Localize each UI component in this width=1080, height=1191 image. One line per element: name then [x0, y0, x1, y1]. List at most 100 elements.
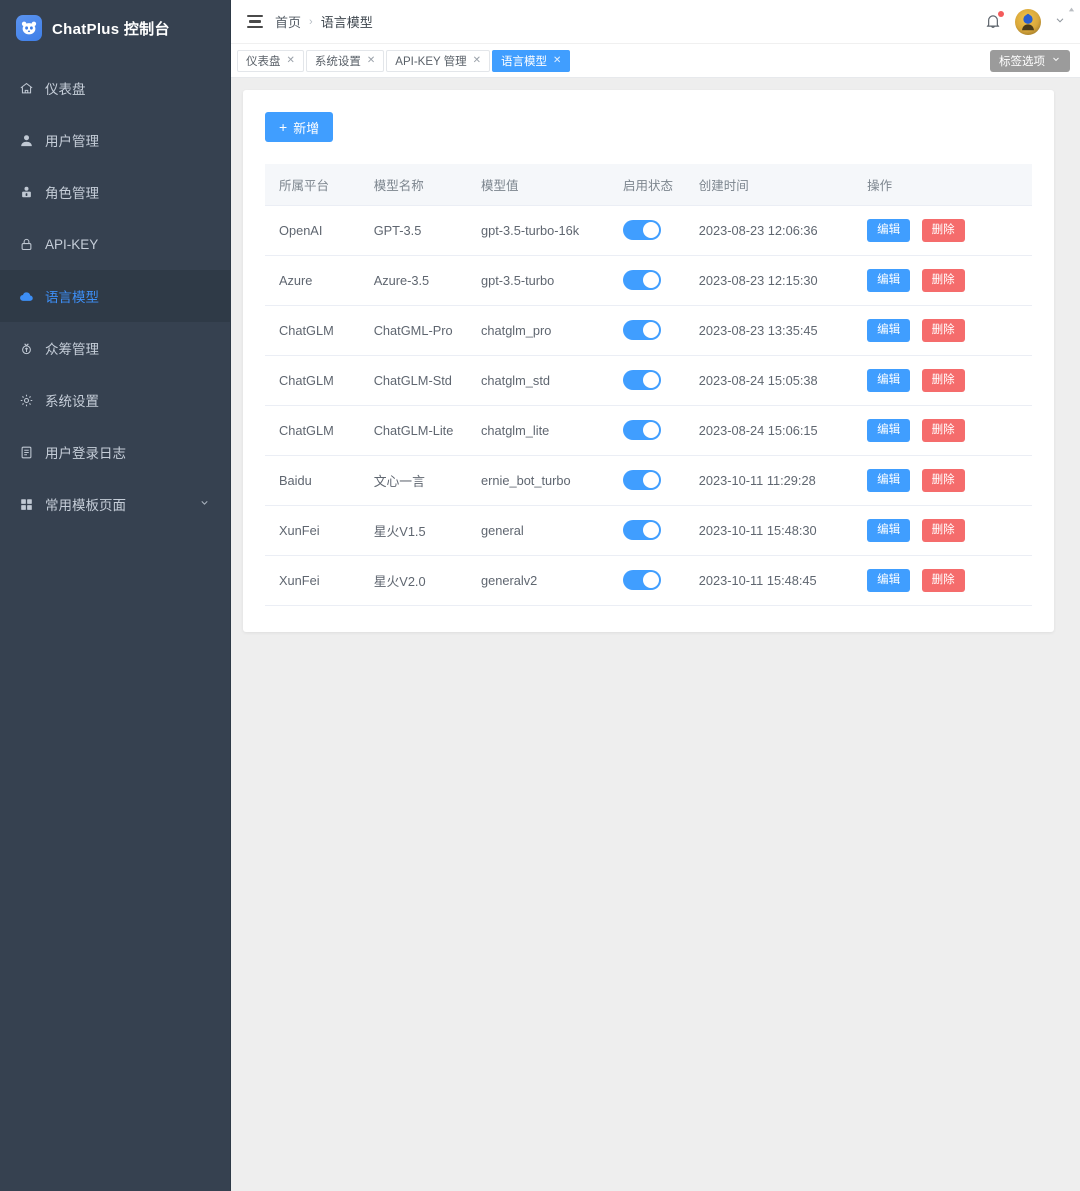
language-model-card: + 新增 所属平台 模型名称 模型值 启用状态 创建时间 操作	[243, 90, 1054, 632]
cell-platform: ChatGLM	[265, 305, 360, 356]
toggle-knob	[643, 372, 660, 389]
edit-button[interactable]: 编辑	[867, 318, 911, 342]
topbar: 首页 › 语言模型	[231, 0, 1080, 44]
tab-label: 仪表盘	[246, 55, 281, 68]
cell-created: 2023-10-11 15:48:30	[684, 505, 854, 556]
notification-dot	[998, 10, 1004, 17]
sidebar-menu: 仪表盘 用户管理 角色管理	[0, 62, 230, 530]
close-icon[interactable]: ✕	[286, 55, 295, 66]
edit-button[interactable]: 编辑	[867, 468, 911, 492]
tab-dashboard[interactable]: 仪表盘 ✕	[237, 49, 304, 72]
cell-platform: XunFei	[265, 555, 360, 606]
cell-enabled	[609, 455, 685, 506]
column-header-model-name: 模型名称	[359, 164, 467, 206]
table-row: Baidu 文心一言 ernie_bot_turbo 2023-10-11 11…	[265, 455, 1032, 506]
cell-created: 2023-08-24 15:05:38	[684, 355, 854, 406]
cell-model-value: chatglm_lite	[467, 405, 610, 456]
cell-platform: ChatGLM	[265, 405, 360, 456]
sidebar-item-crowdfunding[interactable]: 众筹管理	[0, 322, 230, 374]
delete-button[interactable]: 删除	[921, 518, 965, 542]
sidebar-item-users[interactable]: 用户管理	[0, 114, 230, 166]
delete-button[interactable]: 删除	[921, 318, 965, 342]
edit-button[interactable]: 编辑	[867, 518, 911, 542]
sidebar-item-label: 角色管理	[45, 186, 99, 201]
sidebar-item-dashboard[interactable]: 仪表盘	[0, 62, 230, 114]
table-row: OpenAI GPT-3.5 gpt-3.5-turbo-16k 2023-08…	[265, 205, 1032, 256]
enabled-toggle[interactable]	[623, 370, 662, 391]
enabled-toggle[interactable]	[623, 220, 662, 241]
close-icon[interactable]: ✕	[366, 55, 376, 66]
delete-button[interactable]: 删除	[921, 268, 965, 292]
table-row: ChatGLM ChatGLM-Lite chatglm_lite 2023-0…	[265, 405, 1032, 456]
hamburger-icon[interactable]	[247, 15, 263, 28]
sidebar-item-templates[interactable]: 常用模板页面	[0, 478, 230, 530]
avatar[interactable]	[1015, 8, 1041, 35]
scroll-up-arrow-icon[interactable]	[1066, 4, 1076, 14]
sidebar-item-label: API-KEY	[45, 236, 99, 252]
cell-actions: 编辑 删除	[853, 455, 1032, 506]
edit-button[interactable]: 编辑	[867, 418, 911, 442]
delete-button[interactable]: 删除	[921, 568, 965, 592]
sidebar: ChatPlus 控制台 仪表盘 用户管理	[0, 0, 231, 1191]
cell-actions: 编辑 删除	[853, 205, 1032, 256]
enabled-toggle[interactable]	[623, 570, 662, 591]
toggle-knob	[643, 522, 660, 539]
cell-model-value: ernie_bot_turbo	[467, 455, 610, 506]
column-header-actions: 操作	[853, 164, 1032, 206]
cell-enabled	[609, 405, 685, 456]
sidebar-item-label: 仪表盘	[45, 82, 86, 97]
delete-button[interactable]: 删除	[921, 418, 965, 442]
enabled-toggle[interactable]	[623, 470, 662, 491]
table-row: Azure Azure-3.5 gpt-3.5-turbo 2023-08-23…	[265, 255, 1032, 306]
breadcrumb-home[interactable]: 首页	[275, 15, 302, 30]
sidebar-item-login-log[interactable]: 用户登录日志	[0, 426, 230, 478]
toggle-knob	[643, 422, 660, 439]
edit-button[interactable]: 编辑	[867, 219, 911, 242]
cell-enabled	[609, 305, 685, 356]
tab-system-settings[interactable]: 系统设置 ✕	[305, 49, 385, 72]
table-head: 所属平台 模型名称 模型值 启用状态 创建时间 操作	[265, 164, 1032, 206]
delete-button[interactable]: 删除	[921, 219, 965, 242]
panda-logo-icon	[16, 15, 42, 41]
tag-options-button[interactable]: 标签选项	[990, 49, 1070, 72]
cell-enabled	[609, 255, 685, 306]
sidebar-item-api-key[interactable]: API-KEY	[0, 218, 230, 270]
enabled-toggle[interactable]	[623, 520, 662, 541]
sidebar-item-roles[interactable]: 角色管理	[0, 166, 230, 218]
close-icon[interactable]: ✕	[472, 55, 482, 66]
tab-api-key-management[interactable]: API-KEY 管理 ✕	[386, 49, 491, 72]
cell-actions: 编辑 删除	[853, 555, 1032, 606]
tab-language-model[interactable]: 语言模型 ✕	[492, 49, 571, 72]
tag-options-label: 标签选项	[999, 55, 1045, 68]
cell-model-name: ChatGLM-Std	[359, 355, 467, 406]
edit-button[interactable]: 编辑	[867, 368, 911, 392]
cell-model-value: chatglm_pro	[467, 305, 610, 356]
cell-model-name: 文心一言	[359, 455, 467, 506]
close-icon[interactable]: ✕	[553, 55, 562, 66]
enabled-toggle[interactable]	[623, 270, 662, 291]
cell-created: 2023-08-23 12:15:30	[684, 255, 854, 306]
sidebar-item-language-model[interactable]: 语言模型	[0, 270, 230, 322]
chevron-down-icon[interactable]	[1054, 14, 1066, 29]
enabled-toggle[interactable]	[623, 320, 662, 341]
cell-platform: Baidu	[265, 455, 360, 506]
delete-button[interactable]: 删除	[921, 468, 965, 492]
table-row: XunFei 星火V1.5 general 2023-10-11 15:48:3…	[265, 505, 1032, 556]
edit-button[interactable]: 编辑	[867, 268, 911, 292]
brand[interactable]: ChatPlus 控制台	[0, 0, 230, 56]
bell-icon[interactable]	[984, 10, 1004, 32]
breadcrumb-current: 语言模型	[320, 15, 373, 30]
add-button[interactable]: + 新增	[265, 112, 334, 142]
enabled-toggle[interactable]	[623, 420, 662, 441]
content-area: + 新增 所属平台 模型名称 模型值 启用状态 创建时间 操作	[231, 78, 1080, 632]
delete-button[interactable]: 删除	[921, 368, 965, 392]
edit-button[interactable]: 编辑	[867, 568, 911, 592]
tab-strip: 仪表盘 ✕ 系统设置 ✕ API-KEY 管理 ✕ 语言模型 ✕ 标签选项	[231, 44, 1080, 78]
sidebar-item-system-settings[interactable]: 系统设置	[0, 374, 230, 426]
cloud-icon	[18, 288, 34, 304]
cell-model-name: ChatGLM-Lite	[359, 405, 467, 456]
language-model-table: 所属平台 模型名称 模型值 启用状态 创建时间 操作 OpenAI GPT-3.…	[265, 164, 1032, 606]
table-row: XunFei 星火V2.0 generalv2 2023-10-11 15:48…	[265, 555, 1032, 606]
cell-platform: OpenAI	[265, 205, 360, 256]
